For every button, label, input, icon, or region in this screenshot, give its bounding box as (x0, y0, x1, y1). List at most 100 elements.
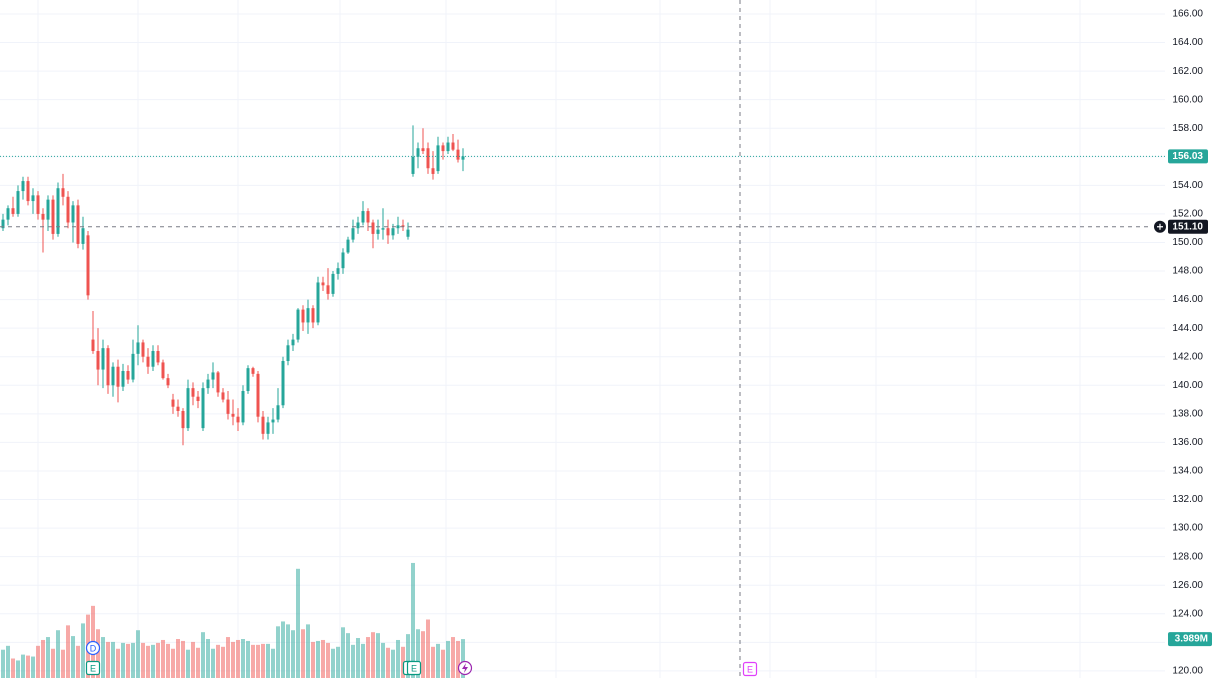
volume-bar (236, 639, 240, 678)
volume-bar (251, 644, 255, 678)
candle-body (146, 356, 150, 367)
candle-body (236, 416, 240, 423)
candle-body (341, 252, 345, 269)
candle-body (91, 339, 95, 352)
candle-body (446, 142, 450, 152)
y-tick-label: 154.00 (1172, 180, 1203, 191)
y-tick-label: 140.00 (1172, 380, 1203, 391)
candle-body (226, 399, 230, 414)
volume-bar (31, 656, 35, 678)
volume-bar (61, 649, 65, 678)
candle-body (301, 309, 305, 323)
candle-body (396, 225, 400, 229)
candle-body (156, 351, 160, 363)
candles (0, 125, 1165, 446)
candle-body (256, 373, 260, 417)
y-tick-label: 152.00 (1172, 209, 1203, 220)
volume-bar (41, 639, 45, 678)
candle-body (96, 351, 100, 370)
candle-body (391, 228, 395, 236)
candle-body (451, 142, 455, 150)
event-marker[interactable] (85, 640, 101, 656)
volume-bar (111, 641, 115, 678)
candle-body (261, 416, 265, 434)
volume-bar (461, 639, 465, 678)
event-marker[interactable] (742, 661, 758, 677)
volume-bar (51, 648, 55, 678)
candle-body (281, 361, 285, 406)
candle-body (66, 196, 70, 223)
candle-body (31, 195, 35, 202)
candle-body (251, 368, 255, 374)
volume-bar (316, 640, 320, 678)
volume-bar (166, 643, 170, 678)
volume-bar (116, 648, 120, 678)
candle-body (401, 225, 405, 227)
candle-body (221, 392, 225, 400)
event-label: E (90, 663, 96, 673)
candle-body (336, 268, 340, 274)
y-tick-label: 158.00 (1172, 123, 1203, 134)
candle-body (456, 149, 460, 160)
candle-body (316, 282, 320, 323)
candle-body (1, 219, 5, 229)
volume-bar (186, 649, 190, 678)
volume-bar (101, 637, 105, 678)
crosshair-box (1168, 219, 1208, 234)
volume-bar (351, 644, 355, 678)
y-tick-label: 146.00 (1172, 294, 1203, 305)
volume-bar (411, 562, 415, 678)
volume-bar (256, 644, 260, 678)
volume-bar (356, 638, 360, 678)
volume-bar (16, 660, 20, 678)
volume-bar (156, 642, 160, 678)
candle-body (191, 388, 195, 397)
candle-body (16, 191, 20, 214)
candle-body (371, 222, 375, 234)
volume-bar (326, 642, 330, 678)
volume-bar (211, 648, 215, 678)
candle-body (241, 390, 245, 423)
candle-body (331, 273, 335, 294)
volume-bar (196, 647, 200, 678)
volume-bar (416, 629, 420, 678)
candle-body (416, 148, 420, 157)
candle-body (166, 378, 170, 386)
candle-body (71, 205, 75, 223)
volume-label-box (1168, 632, 1212, 647)
event-marker[interactable] (406, 660, 422, 676)
volume-bar (301, 629, 305, 678)
volume-bar (121, 642, 125, 678)
candle-body (311, 308, 315, 323)
candle-body (361, 211, 365, 223)
volume-bar (321, 639, 325, 678)
candle-body (421, 148, 425, 152)
volume-bar (346, 633, 350, 678)
volume-bar (371, 632, 375, 678)
volume-bar (81, 623, 85, 678)
volume-bar (56, 630, 60, 678)
volume-bar (226, 637, 230, 678)
volume-bar (266, 643, 270, 678)
event-label: E (747, 664, 753, 674)
candle-body (11, 208, 15, 214)
event-label: E (411, 663, 417, 673)
event-marker[interactable] (85, 660, 101, 676)
candle-body (326, 285, 330, 294)
last-price-box (1168, 149, 1208, 164)
candle-body (366, 211, 370, 223)
volume-bar (76, 645, 80, 678)
crosshair-label: 151.10 (1172, 221, 1203, 232)
volume-bar (281, 621, 285, 678)
volume-bar (6, 645, 10, 678)
volume-bar (376, 633, 380, 678)
candle-body (181, 410, 185, 429)
volume-bar (366, 637, 370, 678)
candle-body (321, 282, 325, 286)
candle-body (151, 351, 155, 367)
candle-body (211, 372, 215, 380)
y-tick-label: 148.00 (1172, 266, 1203, 277)
candle-body (266, 422, 270, 434)
candle-body (126, 371, 130, 380)
